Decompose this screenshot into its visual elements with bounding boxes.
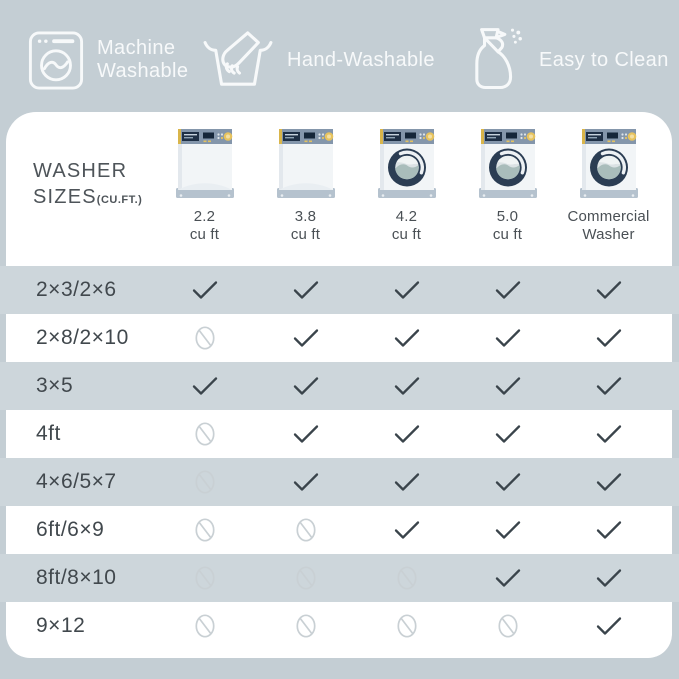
check-icon [255, 374, 356, 398]
corner-line-1: WASHER [33, 160, 128, 182]
feature-hand-washable: Hand-Washable [202, 22, 435, 98]
washer-size-unit: cu ft [492, 226, 523, 243]
table-head: WASHER SIZES(CU.FT.) 2.2 cu ft [0, 112, 679, 266]
feature-easy-to-clean: Easy to Clean [472, 22, 669, 98]
prohibition-icon [154, 468, 255, 496]
check-icon [558, 326, 659, 350]
prohibition-icon [154, 324, 255, 352]
check-icon [154, 278, 255, 302]
check-icon [558, 470, 659, 494]
prohibition-icon [356, 564, 457, 592]
rug-size-label: 3×5 [36, 374, 74, 397]
washer-size-unit: cu ft [189, 226, 220, 243]
check-icon [558, 278, 659, 302]
washer-size-unit: cu ft [391, 226, 422, 243]
prohibition-icon [154, 420, 255, 448]
check-icon [457, 326, 558, 350]
check-icon [457, 278, 558, 302]
washer-size-unit: cu ft [290, 226, 321, 243]
washer-column: Commercial Washer [558, 126, 659, 244]
check-icon [558, 518, 659, 542]
washer-size-value: 2.2 [193, 208, 216, 225]
check-icon [154, 374, 255, 398]
check-icon [255, 470, 356, 494]
washing-machine-icon [28, 31, 84, 89]
check-icon [356, 374, 457, 398]
front-load-washer-icon [579, 129, 638, 198]
table-row: 9×12 [0, 602, 679, 650]
table-row: 4ft [0, 410, 679, 458]
table-row: 4×6/5×7 [0, 458, 679, 506]
front-load-washer-icon [478, 129, 537, 198]
washer-size-value: 5.0 [496, 208, 519, 225]
check-icon [356, 422, 457, 446]
washer-size-value: 4.2 [395, 208, 418, 225]
front-load-washer-icon [377, 129, 436, 198]
prohibition-icon [356, 612, 457, 640]
feature-label: Machine Washable [97, 37, 189, 82]
check-icon [457, 566, 558, 590]
corner-title: WASHER SIZES(CU.FT.) [33, 158, 142, 213]
rug-size-label: 6ft/6×9 [36, 518, 105, 541]
rug-size-label: 2×3/2×6 [36, 278, 117, 301]
hand-wash-icon [203, 31, 273, 86]
prohibition-icon [255, 516, 356, 544]
washer-column: 5.0 cu ft [457, 126, 558, 244]
prohibition-icon [154, 612, 255, 640]
check-icon [457, 470, 558, 494]
table-row: 8ft/8×10 [0, 554, 679, 602]
check-icon [356, 278, 457, 302]
prohibition-icon [457, 612, 558, 640]
rug-size-label: 8ft/8×10 [36, 566, 117, 589]
rug-size-label: 2×8/2×10 [36, 326, 129, 349]
compatibility-matrix: 2×3/2×6 2×8/2×10 [0, 266, 679, 650]
washer-size-unit: Washer [582, 226, 635, 243]
feature-machine-washable: Machine Washable [28, 22, 202, 98]
check-icon [558, 422, 659, 446]
washer-column: 3.8 cu ft [255, 126, 356, 244]
table-row: 2×3/2×6 [0, 266, 679, 314]
features-bar: Machine Washable Hand-Washable [0, 22, 679, 98]
top-load-washer-icon [276, 129, 335, 198]
prohibition-icon [255, 564, 356, 592]
check-icon [457, 374, 558, 398]
washer-size-value: 3.8 [294, 208, 317, 225]
check-icon [255, 422, 356, 446]
table-row: 6ft/6×9 [0, 506, 679, 554]
corner-unit: (CU.FT.) [96, 194, 143, 206]
check-icon [255, 326, 356, 350]
rug-size-label: 4ft [36, 422, 61, 445]
rug-size-label: 9×12 [36, 614, 86, 637]
check-icon [356, 326, 457, 350]
check-icon [558, 614, 659, 638]
washer-column: 2.2 cu ft [154, 126, 255, 244]
washer-size-value: Commercial [567, 208, 650, 225]
corner-line-2: SIZES [33, 186, 97, 208]
check-icon [558, 374, 659, 398]
top-load-washer-icon [175, 129, 234, 198]
table-row: 3×5 [0, 362, 679, 410]
washer-columns: 2.2 cu ft 3.8 cu ft [154, 126, 659, 244]
rug-size-label: 4×6/5×7 [36, 470, 117, 493]
check-icon [457, 518, 558, 542]
feature-label: Easy to Clean [539, 48, 669, 71]
feature-label: Hand-Washable [287, 48, 435, 71]
prohibition-icon [154, 516, 255, 544]
prohibition-icon [255, 612, 356, 640]
washer-column: 4.2 cu ft [356, 126, 457, 244]
table-row: 2×8/2×10 [0, 314, 679, 362]
check-icon [255, 278, 356, 302]
check-icon [457, 422, 558, 446]
check-icon [356, 518, 457, 542]
spray-bottle-icon [475, 28, 522, 90]
check-icon [356, 470, 457, 494]
check-icon [558, 566, 659, 590]
prohibition-icon [154, 564, 255, 592]
